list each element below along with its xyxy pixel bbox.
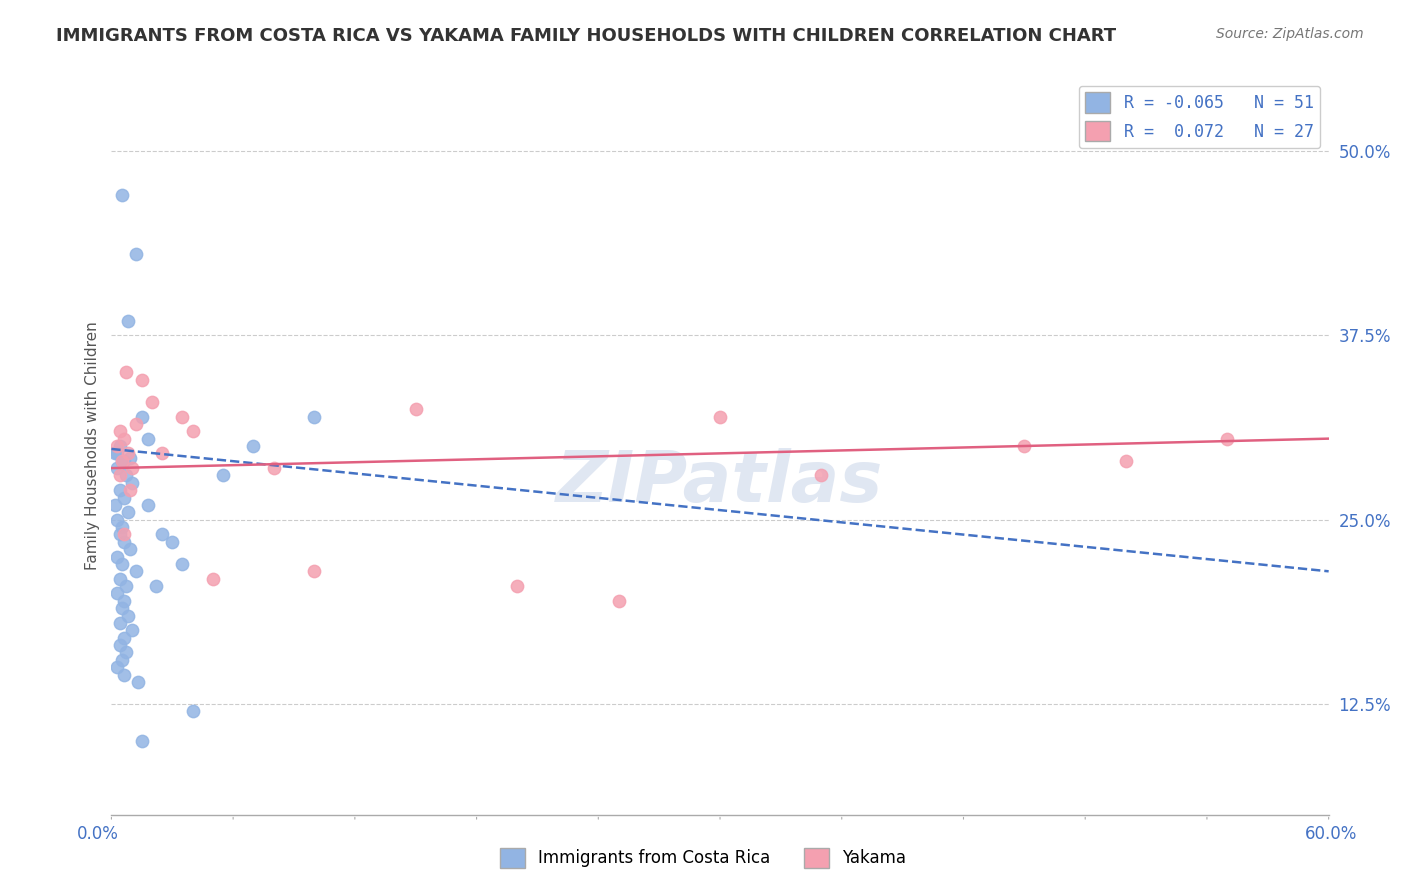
Point (118, 542, 141, 557)
Text: IMMIGRANTS FROM COSTA RICA VS YAKAMA FAMILY HOUSEHOLDS WITH CHILDREN CORRELATION: IMMIGRANTS FROM COSTA RICA VS YAKAMA FAM… (56, 27, 1116, 45)
Point (110, 557, 132, 571)
Point (118, 450, 141, 465)
Point (112, 594, 135, 608)
Point (107, 513, 129, 527)
Point (117, 446, 139, 460)
Point (107, 439, 129, 453)
Point (104, 498, 127, 512)
Point (125, 417, 148, 431)
Point (114, 645, 136, 659)
Point (112, 432, 135, 446)
Point (117, 505, 139, 519)
Point (709, 409, 731, 424)
Point (181, 424, 204, 438)
Y-axis label: Family Households with Children: Family Households with Children (86, 322, 100, 570)
Point (121, 461, 143, 475)
Point (131, 409, 153, 424)
Text: ZIPatlas: ZIPatlas (557, 449, 884, 517)
Point (114, 468, 136, 483)
Point (112, 534, 135, 549)
Point (110, 454, 132, 468)
Point (1216, 432, 1239, 446)
Point (131, 734, 153, 748)
Point (506, 579, 529, 593)
Point (107, 660, 129, 674)
Point (112, 631, 135, 645)
Point (121, 475, 143, 490)
Point (304, 409, 326, 424)
Point (263, 461, 285, 475)
Point (125, 564, 148, 578)
Point (162, 534, 184, 549)
Point (141, 394, 163, 409)
Point (172, 409, 194, 424)
Point (108, 638, 131, 652)
Point (1014, 439, 1036, 453)
Point (110, 188, 132, 202)
Point (136, 432, 159, 446)
Point (1115, 454, 1137, 468)
Point (131, 373, 153, 387)
Point (107, 461, 129, 475)
Point (107, 549, 129, 564)
Point (108, 439, 131, 453)
Point (112, 667, 135, 681)
Point (104, 446, 127, 460)
Point (108, 468, 131, 483)
Point (110, 520, 132, 534)
Point (125, 247, 148, 261)
Point (145, 579, 167, 593)
Point (127, 674, 149, 689)
Point (121, 624, 143, 638)
Point (201, 572, 224, 586)
Text: Source: ZipAtlas.com: Source: ZipAtlas.com (1216, 27, 1364, 41)
Legend: R = -0.065   N = 51, R =  0.072   N = 27: R = -0.065 N = 51, R = 0.072 N = 27 (1078, 86, 1320, 148)
Point (304, 564, 326, 578)
Point (114, 579, 136, 593)
Point (172, 557, 194, 571)
Text: 0.0%: 0.0% (77, 825, 120, 843)
Point (107, 446, 129, 460)
Point (181, 704, 204, 718)
Point (112, 491, 135, 505)
Point (112, 454, 135, 468)
Point (108, 615, 131, 630)
Point (150, 527, 173, 541)
Point (108, 483, 131, 498)
Legend: Immigrants from Costa Rica, Yakama: Immigrants from Costa Rica, Yakama (494, 841, 912, 875)
Point (112, 527, 135, 541)
Point (117, 608, 139, 623)
Point (607, 594, 630, 608)
Point (150, 446, 173, 460)
Point (242, 439, 264, 453)
Point (405, 402, 427, 417)
Point (136, 498, 159, 512)
Point (108, 527, 131, 541)
Point (810, 468, 832, 483)
Point (212, 468, 235, 483)
Point (110, 653, 132, 667)
Point (110, 601, 132, 615)
Point (108, 424, 131, 438)
Point (107, 586, 129, 600)
Text: 60.0%: 60.0% (1305, 825, 1357, 843)
Point (108, 572, 131, 586)
Point (118, 483, 141, 498)
Point (117, 314, 139, 328)
Point (114, 365, 136, 379)
Point (110, 454, 132, 468)
